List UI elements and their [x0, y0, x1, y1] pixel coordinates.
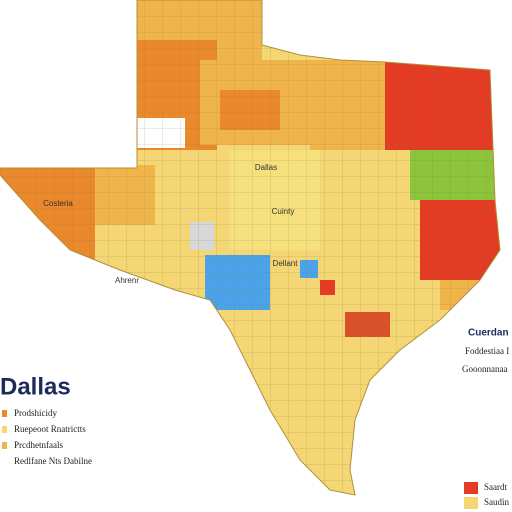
legend-title: Dallas	[0, 373, 71, 400]
legend-item: Prcdhetnfaals	[14, 440, 63, 450]
map-label: Dallas	[255, 163, 277, 172]
right-legend-line: Foddestiaa I	[465, 346, 509, 356]
right-legend-item: Saardt	[484, 482, 507, 492]
legend-item: Redlfane Nts Dabilne	[14, 456, 92, 466]
right-legend-item: Saudin	[484, 497, 510, 507]
legend-swatch	[2, 426, 7, 433]
map-label: Ahrenr	[115, 276, 139, 285]
map-label: Cuinty	[272, 207, 295, 216]
legend-swatch	[464, 482, 478, 494]
legend-swatch	[2, 442, 7, 449]
state-border	[0, 0, 501, 496]
legend-swatch	[464, 497, 478, 509]
legend-item: Ruepeoot Rnatrictts	[14, 424, 86, 434]
right-legend-line: Gooonnanaa	[462, 364, 507, 374]
map-label: Dellant	[273, 259, 299, 268]
right-legend-title: Cuerdan	[468, 328, 509, 339]
legend-swatch	[2, 410, 7, 417]
map-label: Costeria	[43, 199, 73, 208]
legend-item: Prodshicidy	[14, 408, 58, 418]
